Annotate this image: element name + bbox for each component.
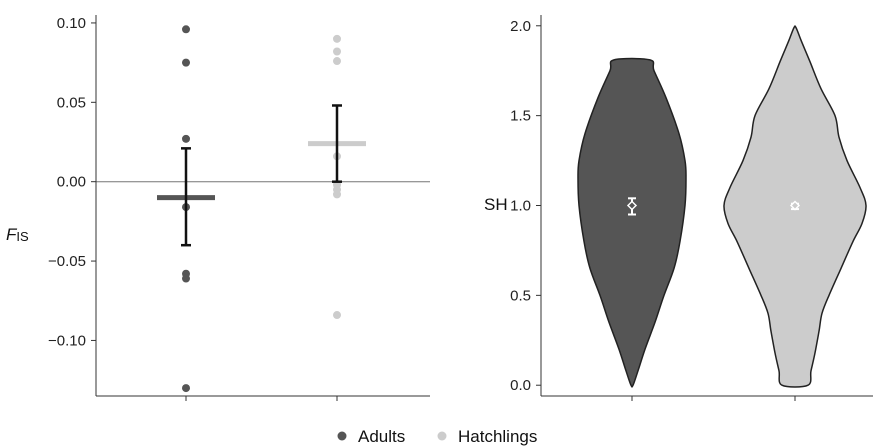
fis-y-tick-label: −0.10 (48, 332, 86, 349)
sh-y-tick-label: 1.5 (510, 108, 531, 125)
fis-point-hatchlings (333, 57, 341, 66)
fis-point-adults (182, 134, 190, 143)
fis-y-tick-label: 0.00 (57, 174, 86, 191)
fis-point-hatchlings (333, 34, 341, 43)
sh-y-tick-label: 0.0 (510, 377, 531, 394)
legend-label-hatchlings: Hatchlings (458, 427, 537, 446)
sh-y-tick-label: 2.0 (510, 18, 531, 35)
fis-means (157, 104, 366, 247)
fis-point-hatchlings (333, 47, 341, 56)
fis-point-hatchlings (333, 190, 341, 199)
sh-y-tick-label: 1.0 (510, 198, 531, 215)
fis-y-tick-label: 0.10 (57, 15, 86, 32)
sh-means (626, 197, 801, 216)
fis-y-label-sub: IS (16, 229, 29, 244)
sh-y-ticks: 2.0 1.5 1.0 0.5 0.0 (510, 18, 541, 394)
fis-point-adults (182, 25, 190, 34)
sh-violins (577, 25, 867, 388)
sh-y-tick-label: 0.5 (510, 287, 531, 304)
sh-panel: 2.0 1.5 1.0 0.5 0.0 SH (484, 15, 873, 401)
legend-swatch-adults (337, 431, 347, 441)
legend-swatch-hatchlings (437, 431, 447, 441)
fis-y-tick-label: −0.05 (48, 253, 86, 270)
sh-y-label: SH (484, 195, 508, 214)
fis-point-adults (182, 384, 190, 393)
fis-y-tick-label: 0.05 (57, 94, 86, 111)
fis-y-label-main: F (6, 225, 18, 244)
sh-violin-adults (577, 57, 687, 388)
fis-y-label: FIS (6, 225, 29, 244)
fis-point-adults (182, 274, 190, 283)
sh-mean-diamond-hatchlings (789, 200, 801, 211)
sh-mean-diamond-adults (626, 200, 638, 211)
fis-point-adults (182, 58, 190, 67)
legend: Adults Hatchlings (337, 427, 537, 446)
fis-points (182, 25, 341, 393)
legend-label-adults: Adults (358, 427, 405, 446)
fis-point-hatchlings (333, 311, 341, 320)
fis-y-ticks: 0.10 0.05 0.00 −0.05 −0.10 (48, 15, 96, 349)
fis-panel: 0.10 0.05 0.00 −0.05 −0.10 FIS (6, 15, 430, 401)
